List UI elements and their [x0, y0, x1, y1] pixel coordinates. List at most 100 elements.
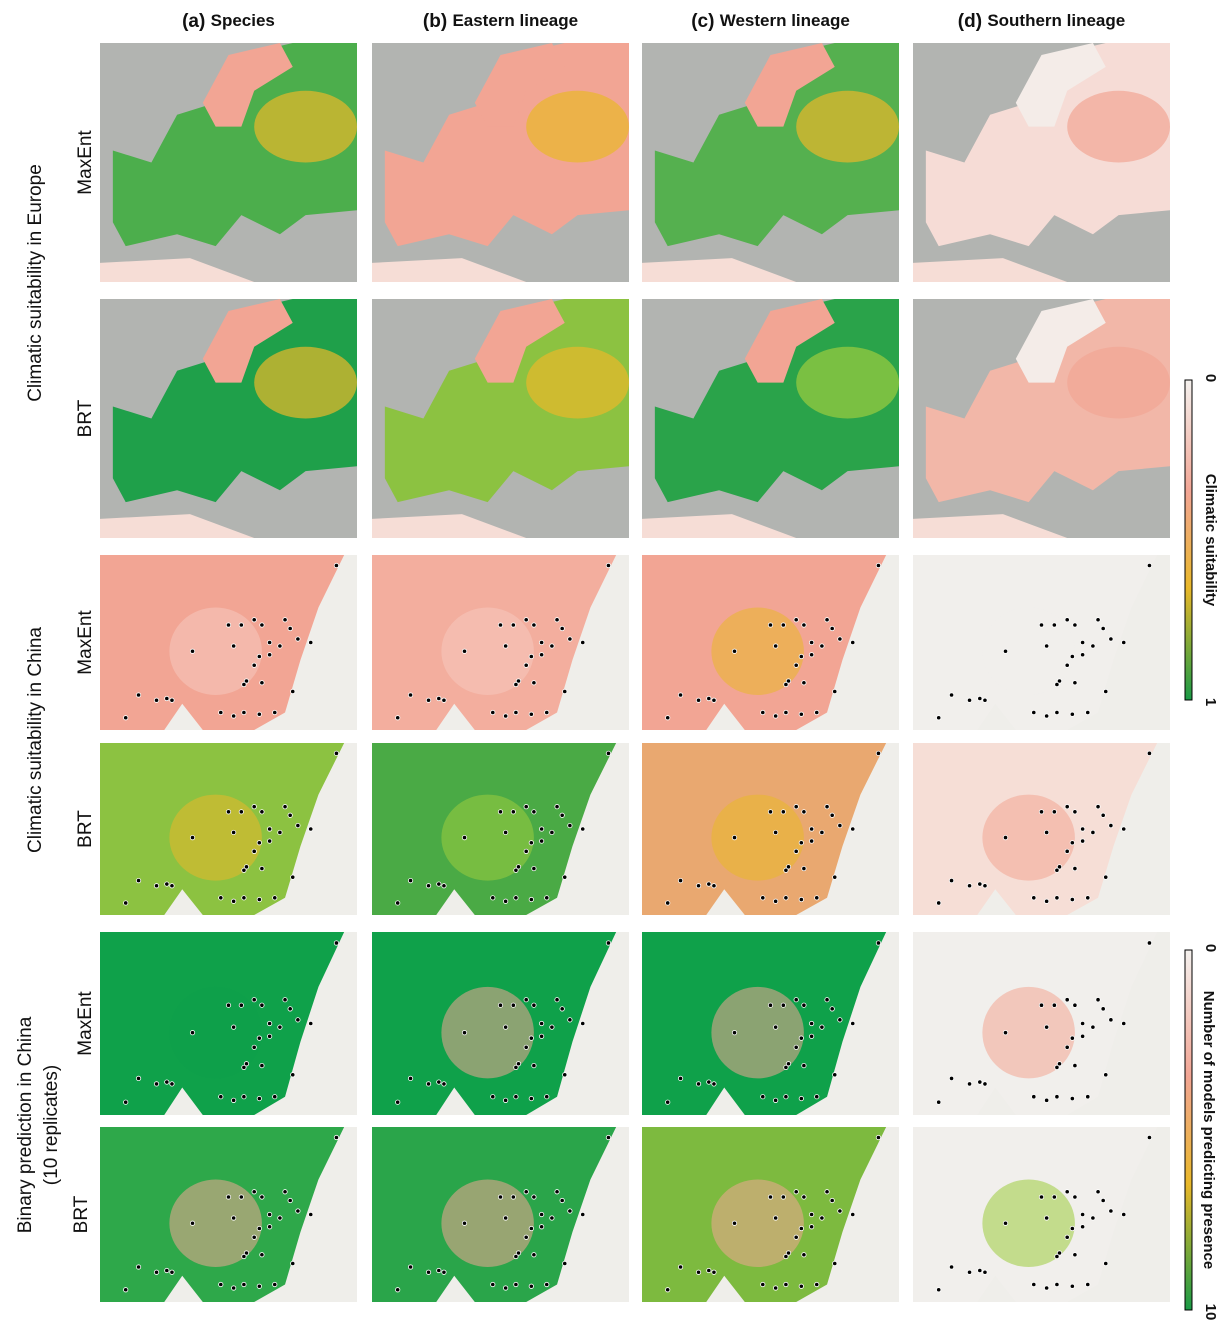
occurrence-point: [1038, 622, 1045, 628]
occurrence-point: [1080, 1033, 1086, 1039]
land-accent: [254, 346, 357, 419]
map-panel: [642, 43, 899, 282]
occurrence-point: [290, 688, 296, 695]
occurrence-point: [783, 867, 789, 873]
map-content: [642, 743, 899, 915]
occurrence-point: [1095, 617, 1101, 623]
occurrence-point: [513, 1064, 519, 1071]
occurrence-point: [272, 709, 278, 716]
occurrence-point: [966, 1269, 973, 1275]
occurrence-point: [528, 1035, 534, 1041]
occurrence-point: [259, 1002, 265, 1008]
occurrence-point: [773, 1215, 779, 1221]
occurrence-point: [832, 1072, 838, 1078]
occurrence-point: [497, 809, 504, 815]
map-panel: [372, 43, 629, 282]
africa: [372, 258, 527, 282]
row-group-label: Climatic suitability in China: [25, 627, 46, 853]
occurrence-point: [225, 1002, 232, 1008]
land-accent: [254, 90, 357, 163]
occurrence-point: [523, 662, 529, 668]
occurrence-point: [1103, 1260, 1109, 1267]
occurrence-point: [1121, 1020, 1127, 1027]
occurrence-point: [256, 1225, 262, 1232]
occurrence-point: [559, 812, 565, 818]
scandinavia: [744, 299, 835, 383]
occurrence-point: [251, 804, 257, 810]
occurrence-point: [256, 653, 262, 660]
occurrence-point: [1100, 1197, 1106, 1204]
occurrence-point: [272, 1281, 278, 1288]
map-content: [372, 299, 629, 538]
occurrence-point: [580, 1020, 586, 1027]
occurrence-point: [461, 1220, 468, 1226]
occurrence-point: [1054, 709, 1060, 716]
occurrence-point: [267, 1224, 273, 1230]
occurrence-point: [238, 1194, 244, 1200]
land-accent: [169, 607, 262, 695]
occurrence-point: [982, 1081, 988, 1087]
colorbar: [1184, 949, 1193, 1311]
occurrence-point: [1146, 750, 1153, 756]
occurrence-point: [793, 848, 799, 854]
occurrence-point: [523, 1189, 529, 1195]
map-content: [100, 743, 357, 915]
occurrence-point: [677, 692, 684, 698]
occurrence-point: [251, 1234, 257, 1240]
occurrence-point: [218, 895, 224, 901]
column-header: (b) Eastern lineage: [423, 11, 578, 32]
map-content: [913, 43, 1170, 282]
land-accent: [169, 794, 262, 881]
occurrence-point: [295, 1017, 301, 1023]
occurrence-point: [1080, 652, 1086, 658]
column-letter: (c): [691, 11, 714, 32]
map-panel: [642, 555, 899, 730]
occurrence-point: [333, 562, 340, 569]
occurrence-point: [798, 1283, 804, 1289]
occurrence-point: [189, 1220, 196, 1226]
map-panel: [913, 932, 1170, 1115]
occurrence-point: [711, 1081, 717, 1087]
occurrence-point: [809, 652, 815, 658]
occurrence-point: [731, 1030, 738, 1036]
occurrence-point: [948, 692, 955, 698]
occurrence-point: [809, 838, 815, 844]
occurrence-point: [1121, 826, 1127, 832]
occurrence-point: [936, 1287, 942, 1293]
colorbar-max: 10: [1202, 1304, 1219, 1321]
map-content: [372, 43, 629, 282]
africa: [913, 258, 1068, 282]
occurrence-point: [528, 1283, 534, 1289]
occurrence-point: [243, 864, 250, 870]
occurrence-point: [767, 1194, 774, 1200]
occurrence-point: [333, 1134, 340, 1141]
occurrence-point: [793, 1189, 799, 1195]
occurrence-point: [153, 1081, 160, 1087]
occurrence-point: [544, 895, 550, 901]
africa: [100, 258, 255, 282]
occurrence-point: [282, 804, 288, 810]
occurrence-point: [1031, 895, 1037, 901]
occurrence-point: [936, 900, 942, 906]
occurrence-point: [425, 883, 432, 889]
occurrence-point: [801, 622, 807, 628]
occurrence-point: [497, 622, 504, 628]
map-content: [913, 1127, 1170, 1302]
occurrence-point: [259, 865, 265, 872]
occurrence-point: [231, 898, 237, 904]
occurrence-point: [282, 617, 288, 623]
map-panel: [372, 299, 629, 538]
occurrence-point: [259, 1062, 265, 1069]
occurrence-point: [539, 1224, 545, 1230]
column-header: (c) Western lineage: [691, 11, 850, 32]
occurrence-point: [1085, 1281, 1091, 1288]
occurrence-point: [773, 1024, 779, 1030]
occurrence-point: [243, 1250, 250, 1256]
occurrence-point: [1085, 1094, 1091, 1100]
occurrence-point: [436, 1267, 442, 1274]
occurrence-point: [225, 1194, 232, 1200]
occurrence-point: [251, 997, 257, 1003]
occurrence-point: [531, 1062, 537, 1069]
occurrence-point: [287, 812, 293, 818]
occurrence-point: [241, 709, 247, 716]
